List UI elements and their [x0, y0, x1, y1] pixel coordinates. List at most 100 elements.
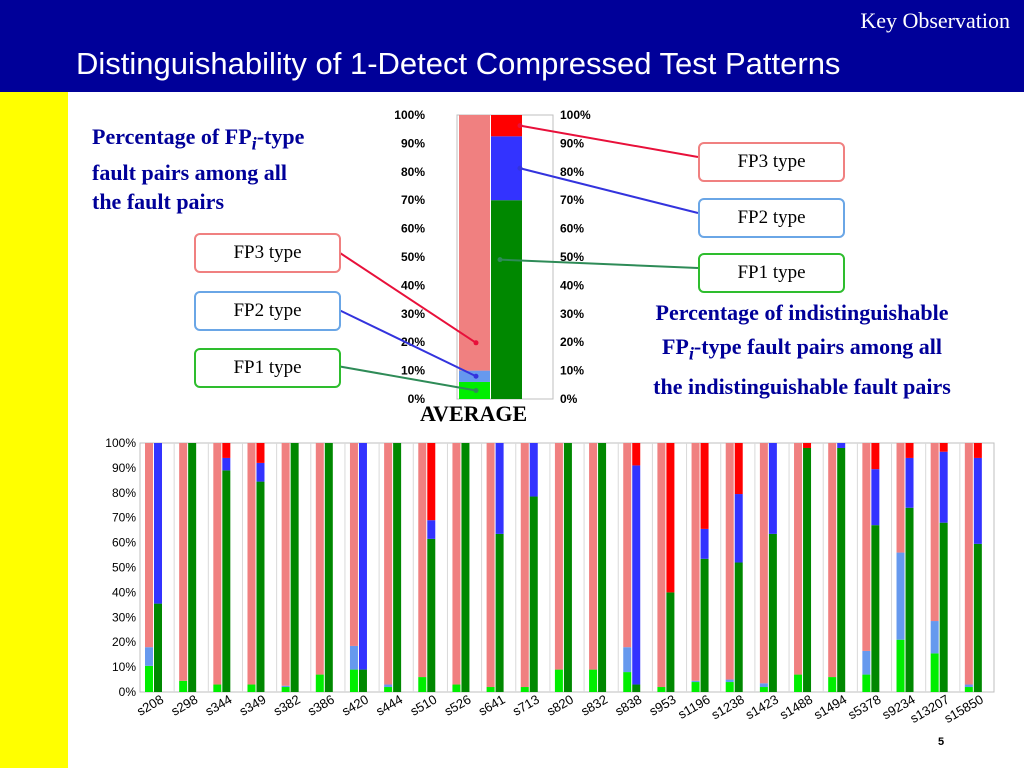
bar-indist-s298-fp1-segment — [188, 443, 197, 692]
bar-all-s953-fp3-segment — [657, 443, 666, 688]
bar-all-s1488-fp1-segment — [794, 674, 803, 692]
bar-all-s382-fp1-segment — [281, 687, 290, 692]
bar-indist-s15850-fp3-segment — [973, 443, 982, 458]
average-left-ytick: 20% — [401, 335, 425, 349]
bar-all-s838-fp2-segment — [623, 647, 632, 673]
bar-indist-s1196-fp2-segment — [700, 528, 709, 559]
bar-all-s444-fp2-segment — [384, 684, 393, 688]
legend-right-fp1: FP1 type — [698, 253, 845, 293]
bar-indist-s832-fp1-segment — [598, 443, 607, 692]
bar-indist-s382-fp1-segment — [290, 443, 299, 692]
bar-all-s208-fp3-segment — [145, 443, 153, 648]
slide-kicker: Key Observation — [860, 8, 1010, 33]
bar-all-s13207-fp2-segment — [930, 621, 939, 654]
bar-all-s713-fp1-segment — [520, 687, 529, 692]
bar-indist-s344-fp3-segment — [222, 443, 231, 458]
circuit-category-label: s820 — [544, 692, 576, 719]
connector-right-fp3 — [519, 124, 699, 158]
bar-indist-s1423-fp2-segment — [768, 443, 777, 534]
connector-right-fp2 — [519, 167, 699, 214]
circuit-ytick: 40% — [112, 585, 136, 599]
bar-all-s15850-fp1-segment — [964, 687, 973, 692]
bar-all-s382-fp3-segment — [281, 443, 290, 686]
bar-indist-s1196-fp3-segment — [700, 443, 709, 529]
circuit-category-label: s1423 — [743, 692, 781, 723]
bar-indist-s953-fp1-segment — [666, 592, 675, 692]
bar-all-s5378-fp3-segment — [862, 443, 871, 651]
bar-all-s1494-fp1-segment — [828, 677, 837, 692]
bar-all-s820-fp1-segment — [554, 669, 563, 692]
bar-indist-s1196-fp1-segment — [700, 558, 709, 692]
bar-all-s420-fp2-segment — [349, 645, 358, 670]
circuit-category-label: s832 — [578, 692, 610, 719]
circuit-ytick: 50% — [112, 561, 136, 575]
average-left-ytick: 30% — [401, 307, 425, 321]
average-left-ytick: 60% — [401, 222, 425, 236]
all-pairs-description: Percentage of FPi-type fault pairs among… — [92, 122, 382, 216]
connector-right-fp3-dot — [517, 123, 523, 129]
bar-all-s832-fp1-segment — [589, 669, 598, 692]
indist-pairs-description: Percentage of indistinguishable FPi-type… — [604, 296, 1000, 404]
bar-all-s386-fp1-segment — [315, 674, 324, 692]
all-pairs-description-line1: Percentage of FPi-type — [92, 124, 305, 154]
bar-all-s1238-fp2-segment — [725, 679, 734, 683]
connector-right-fp1-dot — [497, 257, 503, 263]
circuit-ytick: 30% — [112, 610, 136, 624]
bar-indist-s1488-fp1-segment — [803, 447, 812, 692]
bar-indist-s838-fp2-segment — [632, 465, 641, 685]
bar-indist-s15850-fp2-segment — [973, 457, 982, 544]
circuit-ytick: 0% — [119, 685, 137, 699]
bar-all-s13207-fp1-segment — [930, 653, 939, 692]
bar-indist-s838-fp3-segment — [632, 443, 641, 466]
circuit-category-label: s510 — [407, 692, 439, 719]
bar-indist-s953-fp3-segment — [666, 443, 675, 593]
bar-all-s9234-fp2-segment — [896, 552, 905, 640]
bar-all-s15850-fp3-segment — [964, 443, 973, 685]
bar-indist-s1494-fp2-segment — [837, 443, 846, 448]
circuit-category-label: s953 — [647, 692, 679, 719]
bar-indist-s344-fp1-segment — [222, 470, 231, 692]
average-right-ytick: 30% — [560, 307, 584, 321]
bar-all-s344-fp3-segment — [213, 443, 222, 685]
circuit-category-label: s1488 — [777, 692, 815, 723]
circuit-category-label: s641 — [476, 692, 508, 719]
bar-indist-s420-fp1-segment — [358, 669, 367, 692]
legend-right-fp2: FP2 type — [698, 198, 845, 238]
bar-indist-s349-fp1-segment — [256, 481, 265, 692]
bar-indist-s349-fp3-segment — [256, 443, 265, 463]
average-left-ytick: 90% — [401, 136, 425, 150]
bar-all-s444-fp1-segment — [384, 687, 393, 692]
bar-all-s298-fp3-segment — [179, 443, 188, 681]
connector-right-fp1 — [499, 258, 699, 269]
bar-all-s208-fp2-segment — [145, 647, 153, 666]
bar-indist-s420-fp2-segment — [358, 443, 367, 670]
indist-pairs-description-line2: FPi-type fault pairs among all — [661, 334, 943, 364]
average-left-ytick: 40% — [401, 278, 425, 292]
bar-all-s1196-fp2-segment — [691, 680, 700, 683]
average-indist-fp3-segment — [491, 115, 522, 137]
bar-all-s344-fp1-segment — [213, 684, 222, 692]
bar-indist-s1238-fp3-segment — [734, 443, 743, 495]
bar-indist-s5378-fp2-segment — [871, 469, 880, 526]
average-right-ytick: 100% — [560, 108, 591, 122]
bar-indist-s9234-fp3-segment — [905, 443, 914, 458]
bar-all-s15850-fp2-segment — [964, 684, 973, 688]
bar-all-s1488-fp3-segment — [794, 443, 803, 675]
circuit-category-label: s344 — [202, 692, 234, 719]
bar-indist-s510-fp1-segment — [427, 538, 436, 692]
bar-all-s526-fp3-segment — [452, 443, 461, 685]
bar-all-s1196-fp3-segment — [691, 443, 700, 681]
legend-right-fp3: FP3 type — [698, 142, 845, 182]
bar-all-s386-fp3-segment — [315, 443, 324, 675]
average-right-ytick: 60% — [560, 222, 584, 236]
bar-indist-s349-fp2-segment — [256, 462, 265, 482]
circuit-category-label: s526 — [442, 692, 474, 719]
bar-all-s13207-fp3-segment — [930, 443, 939, 622]
circuit-category-label: s298 — [168, 692, 200, 719]
bar-all-s1494-fp3-segment — [828, 443, 837, 678]
circuit-category-label: s444 — [373, 692, 405, 719]
average-left-ytick: 10% — [401, 364, 425, 378]
circuit-ytick: 90% — [112, 461, 136, 475]
bar-all-s1423-fp3-segment — [759, 443, 768, 684]
circuit-ytick: 80% — [112, 486, 136, 500]
